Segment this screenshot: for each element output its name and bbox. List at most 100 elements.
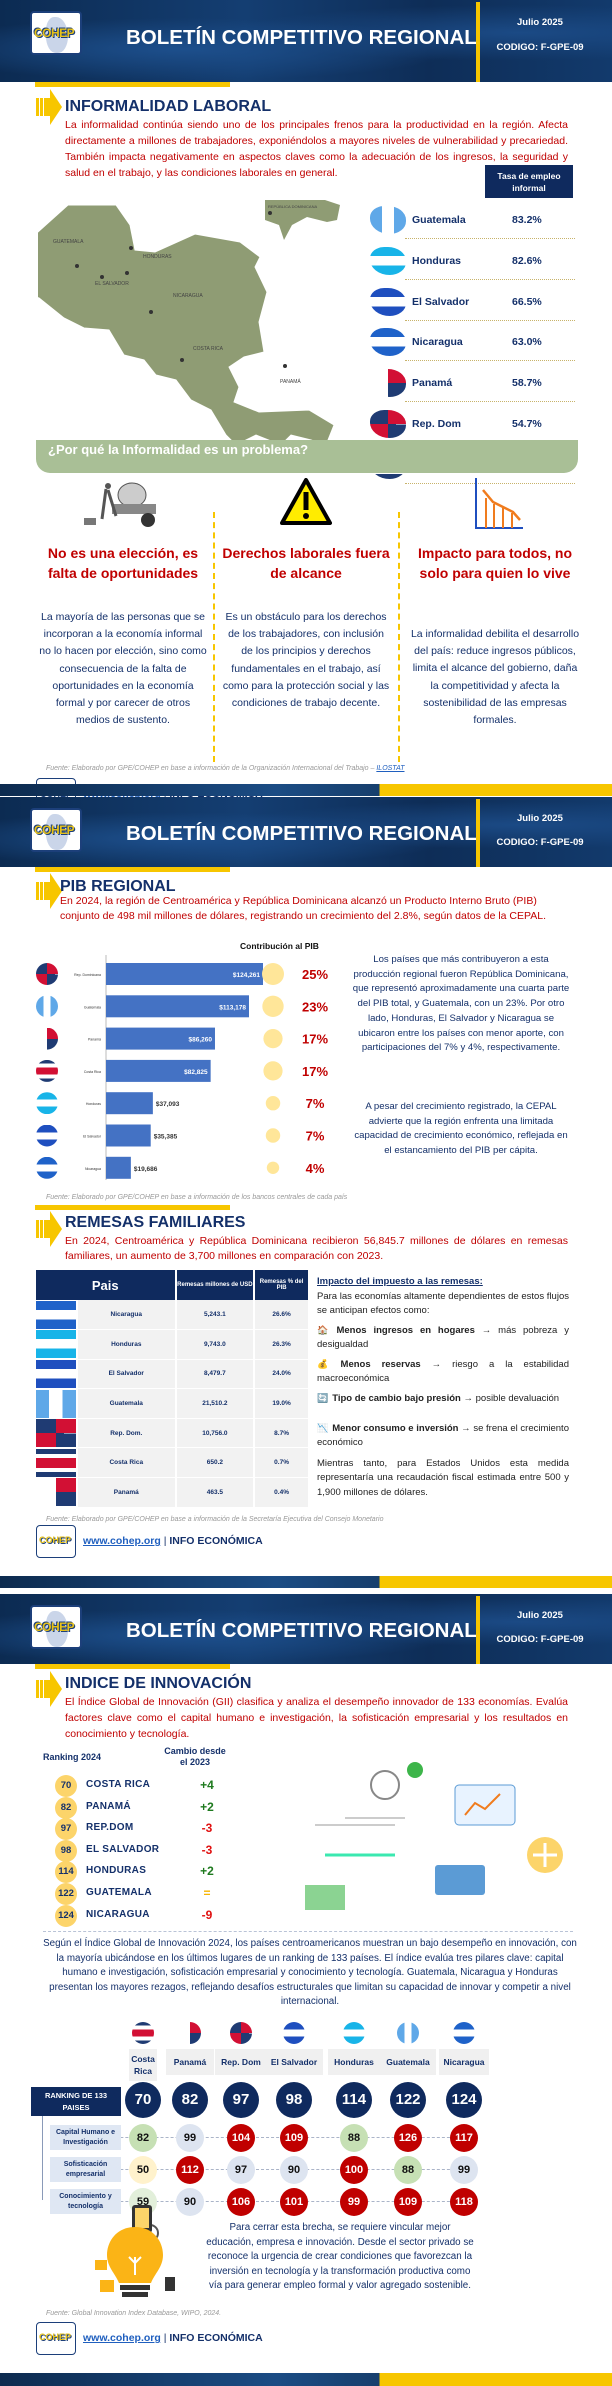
rank-change: = xyxy=(203,1886,211,1900)
share-label: 17% xyxy=(302,1032,328,1047)
category-label: Honduras xyxy=(86,1102,101,1106)
rank-badge: 124 xyxy=(55,1904,77,1927)
bar xyxy=(106,963,263,985)
reason-body: Es un obstáculo para los derechos de los… xyxy=(222,611,390,710)
country-name: REP.DOM xyxy=(86,1822,134,1834)
country-flag-map-icon xyxy=(370,369,406,398)
country-name: HONDURAS xyxy=(86,1865,147,1877)
country-flag-icon xyxy=(453,2022,475,2044)
source-note: Fuente: Elaborado por GPE/COHEP en base … xyxy=(46,765,405,772)
country-cell: Honduras xyxy=(77,1329,177,1360)
pillar-connector xyxy=(50,2169,470,2170)
pillar-rank-circle: 112 xyxy=(176,2156,204,2184)
informal-rate-row: Guatemala 83.2% xyxy=(370,206,580,240)
bar-value-label: $37,093 xyxy=(156,1101,180,1108)
country-flag-map-icon xyxy=(370,206,406,234)
usd-cell: 8,479.7 xyxy=(175,1359,256,1390)
page-separator-stripe xyxy=(0,784,612,796)
informal-rate: 83.2% xyxy=(512,214,542,226)
source-note: Fuente: Global Innovation Index Database… xyxy=(46,2310,222,2317)
bulletin-code: CODIGO: F-GPE-09 xyxy=(496,42,584,53)
pillar-rank-circle: 82 xyxy=(129,2124,157,2152)
map-label: PANAMÁ xyxy=(280,378,301,385)
ranking-row: 114 HONDURAS +2 xyxy=(55,1861,275,1884)
country-flag-icon xyxy=(343,2022,365,2044)
pct-cell: 26.6% xyxy=(254,1300,308,1331)
country-name: Nicaragua xyxy=(412,336,463,349)
table-row: Honduras 9,743.0 26.3% xyxy=(36,1329,308,1360)
ilostat-link[interactable]: ILOSTAT xyxy=(376,765,405,772)
country-column-header: Nicaragua xyxy=(439,2049,489,2075)
pillar-rank-circle: 97 xyxy=(227,2156,255,2184)
ranking-label: Ranking 2024 xyxy=(43,1752,102,1762)
ranking-row: 124 NICARAGUA -9 xyxy=(55,1904,275,1927)
country-name: Guatemala xyxy=(412,214,466,226)
innovation-closing: Para cerrar esta brecha, se requiere vin… xyxy=(206,2222,474,2291)
pillar-rank-circle: 99 xyxy=(340,2188,368,2216)
country-name: EL SALVADOR xyxy=(86,1843,160,1855)
website-link[interactable]: www.cohep.org xyxy=(83,1535,161,1547)
impact-item: 🏠 Menos ingresos en hogares → más pobreza… xyxy=(317,1324,569,1351)
share-bubble xyxy=(263,1029,283,1049)
column-divider xyxy=(398,512,400,762)
country-flag-icon xyxy=(283,2022,305,2044)
ranking-box-label: RANKING DE 133 PAISES xyxy=(31,2087,121,2116)
informal-rate: 82.6% xyxy=(512,254,542,267)
header-divider xyxy=(476,1596,480,1664)
country-flag-icon xyxy=(36,1419,76,1448)
share-bubble xyxy=(265,1128,281,1143)
website-link[interactable]: www.cohep.org xyxy=(83,2332,161,2344)
country-flag-map-icon xyxy=(370,410,406,438)
pct-cell: 0.7% xyxy=(254,1447,308,1479)
overall-rank-circle: 122 xyxy=(390,2082,426,2118)
reason-title: Impacto para todos, no solo para quien l… xyxy=(417,545,572,581)
country-column-header: El Salvador xyxy=(265,2049,323,2075)
bar-value-label: $19,686 xyxy=(134,1166,158,1173)
section-title: INDICE DE INNOVACIÓN xyxy=(65,1675,252,1692)
money-bag-icon: 💰 xyxy=(317,1358,337,1369)
usd-cell: 650.2 xyxy=(175,1447,256,1479)
rank-change: -3 xyxy=(201,1842,213,1857)
map-label: EL SALVADOR xyxy=(95,281,129,287)
pib-bar-chart: Rep. Dominicana $124,261 25% Guatemala $113,… xyxy=(36,955,328,1180)
share-label: 7% xyxy=(306,1129,325,1144)
share-bubble xyxy=(262,995,284,1017)
share-bubble xyxy=(265,1095,281,1111)
row-separator xyxy=(405,238,575,239)
pct-cell: 0.4% xyxy=(254,1477,308,1508)
country-flag-icon xyxy=(36,995,58,1018)
col-header: Remesas millones de USD xyxy=(175,1270,256,1300)
page-header: COHEP BOLETÍN COMPETITIVO REGIONAL Julio… xyxy=(0,1594,612,1664)
country-cell: Guatemala xyxy=(77,1388,177,1419)
informal-rate-row: Rep. Dom 54.7% xyxy=(370,410,580,444)
pillar-label: Capital Humano e Investigación xyxy=(50,2125,121,2150)
country-column-header: Panamá xyxy=(166,2049,214,2075)
bulletin-title: BOLETÍN COMPETITIVO REGIONAL xyxy=(126,26,477,49)
rank-badge: 70 xyxy=(55,1775,77,1797)
section-title: PIB REGIONAL xyxy=(60,878,176,895)
bar xyxy=(106,995,249,1018)
usd-cell: 10,756.0 xyxy=(175,1418,256,1449)
map-label: COSTA RICA xyxy=(193,346,224,352)
header-divider xyxy=(476,799,480,867)
bar-value-label: $124,261 xyxy=(233,972,260,979)
share-bubble xyxy=(262,963,284,985)
pct-cell: 24.0% xyxy=(254,1359,308,1390)
reason-body: La informalidad debilita el desarrollo d… xyxy=(410,628,580,727)
country-name: Honduras xyxy=(412,254,462,267)
section-title: INFORMALIDAD LABORAL xyxy=(65,98,272,115)
change-label: Cambio desde el 2023 xyxy=(164,1746,226,1767)
bulletin-code: CODIGO: F-GPE-09 xyxy=(496,1634,584,1645)
impact-item: 💰 Menos reservas → riesgo a la estabilida… xyxy=(317,1358,569,1385)
section-intro: En 2024, la región de Centroamérica y Re… xyxy=(60,895,547,922)
usd-cell: 9,743.0 xyxy=(175,1329,256,1360)
usd-cell: 5,243.1 xyxy=(175,1300,256,1331)
section-intro: El Índice Global de Innovación (GII) cla… xyxy=(65,1696,568,1740)
usd-cell: 21,510.2 xyxy=(175,1388,256,1419)
row-separator xyxy=(405,482,575,484)
informal-rate-row: El Salvador 66.5% xyxy=(370,287,580,322)
header-divider xyxy=(476,2,480,82)
country-flag-icon xyxy=(36,1389,76,1418)
pillar-label: Sofisticación empresarial xyxy=(50,2157,121,2182)
pillar-rank-circle: 104 xyxy=(227,2124,255,2152)
